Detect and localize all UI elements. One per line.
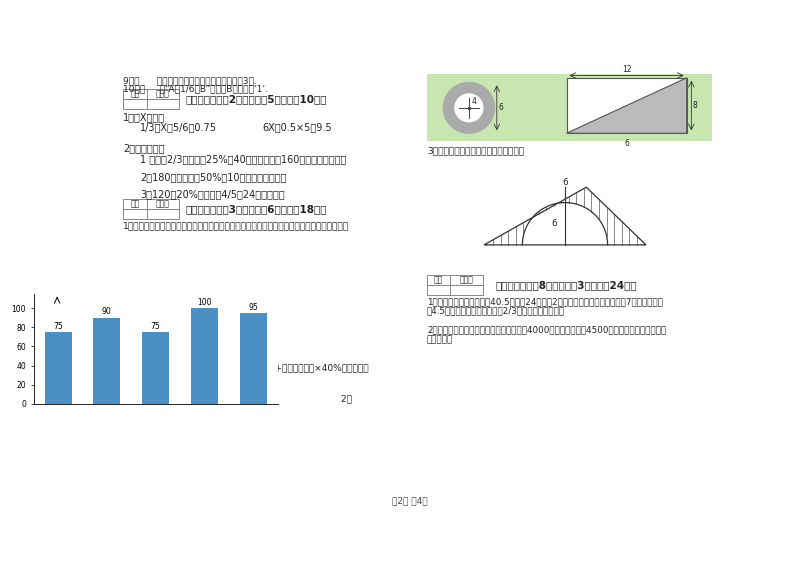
Text: 得分: 得分 [130,199,139,208]
Text: 6X－0.5×5＝9.5: 6X－0.5×5＝9.5 [262,121,332,132]
Text: 1 甲数的2/3比乙数的25%夐40，已知乙数是160，求甲数是多少？: 1 甲数的2/3比乙数的25%夐40，已知乙数是160，求甲数是多少？ [140,154,346,164]
Text: 95: 95 [248,302,258,311]
Circle shape [443,82,494,133]
Text: 6: 6 [624,140,629,149]
Bar [191,308,218,404]
Text: 五、综合题（共3小题，每题6分，共计18分）: 五、综合题（共3小题，每题6分，共计18分） [186,204,326,214]
Bar [146,208,179,219]
Text: 1、如图是王平六年级第一学期四次数学平时成绩和数学期末测试成绩统计图，请根据图填空：: 1、如图是王平六年级第一学期四次数学平时成绩和数学期末测试成绩统计图，请根据图填… [123,222,350,231]
Text: 四、计算题（共2小题，每题5分，共计10分）: 四、计算题（共2小题，每题5分，共计10分） [186,94,326,104]
Text: 2、列式计算。: 2、列式计算。 [123,144,165,153]
Text: （1）王平四次平时成绩的平均分是________分。: （1）王平四次平时成绩的平均分是________分。 [123,354,256,363]
Bar [146,89,179,99]
Bar [123,199,146,208]
Text: 1、                                                                 2、: 1、 2、 [143,394,352,403]
Text: 2、求阴影部分面积(单位：cm)。: 2、求阴影部分面积(单位：cm)。 [123,384,214,393]
Text: 第2页 兲4页: 第2页 兲4页 [392,497,428,506]
Text: 75: 75 [54,321,63,331]
Text: 评卷人: 评卷人 [156,89,170,98]
Text: 评卷人: 评卷人 [460,275,474,284]
Text: 9．（      ）底相同的圆柱的体积是圆锥体积的3倍.: 9．（ ）底相同的圆柱的体积是圆锥体积的3倍. [123,76,257,85]
Bar [427,74,712,141]
Text: 得分: 得分 [130,89,139,98]
Text: 六、应用题（共8小题，每题3分，共计24分）: 六、应用题（共8小题，每题3分，共计24分） [495,280,637,290]
Polygon shape [566,78,686,133]
Text: 6: 6 [498,103,503,112]
Bar [94,318,120,404]
Text: （2）数学学期成绩是这样算的：平时成绩的平均分×60%+期末测验成绩×40%，王平六年: （2）数学学期成绩是这样算的：平时成绩的平均分×60%+期末测验成绩×40%，王… [123,363,369,372]
Text: 2、180比一个数的50%夐10，这个数是多少？: 2、180比一个数的50%夐10，这个数是多少？ [140,172,287,182]
Text: 级第一学期的数学学期成绩是________分。: 级第一学期的数学学期成绩是________分。 [123,373,240,382]
Text: 8: 8 [693,101,698,110]
Circle shape [455,94,483,121]
Bar [123,99,146,108]
Bar [566,78,686,133]
Text: 评卷人: 评卷人 [156,199,170,208]
Text: 4: 4 [471,97,476,106]
Text: 100: 100 [197,298,212,307]
Text: 3、求阴影部分的面积（单位：厘米）。: 3、求阴影部分的面积（单位：厘米）。 [427,146,524,155]
Text: 1、一个建筑队挖地基，镵40.5米，刷24米，深2米，挖出的土平均每立方米重7吸，如果用载: 1、一个建筑队挖地基，镵40.5米，刷24米，深2米，挖出的土平均每立方米重7吸… [427,297,663,306]
Text: 1/3，X＝5/6，0.75: 1/3，X＝5/6，0.75 [140,121,218,132]
Bar [142,332,169,404]
Text: 90: 90 [102,307,112,316]
Text: 重4.5吨的一辆汽车把这些土的2/3运走，需运多少次？: 重4.5吨的一辆汽车把这些土的2/3运走，需运多少次？ [427,306,565,315]
Bar [123,89,146,99]
Bar [146,199,179,208]
Text: 10．（     ）“A的1/6是B”，是把B看作单位‘1’.: 10．（ ）“A的1/6是B”，是把B看作单位‘1’. [123,85,268,94]
Text: 3、120的20%比某数的4/5少24，求某数？: 3、120的20%比某数的4/5少24，求某数？ [140,189,285,199]
Text: 1、求X的值。: 1、求X的值。 [123,112,166,123]
Text: 12: 12 [622,65,631,74]
Bar [450,275,483,285]
Text: 百分之几？: 百分之几？ [427,335,454,344]
Text: 2、红光小学特生向灶区捐款，第一次捐款4000元，第二次捐款4500元，第一次比第二次少捐: 2、红光小学特生向灶区捐款，第一次捐款4000元，第二次捐款4500元，第一次比… [427,326,666,334]
Text: 75: 75 [150,321,161,331]
Bar [240,313,266,404]
Bar [45,332,71,404]
Text: 得分: 得分 [434,275,443,284]
Bar [450,285,483,295]
Bar [427,275,450,285]
Bar [146,99,179,108]
Text: 6: 6 [551,219,558,228]
Text: 6: 6 [562,178,568,187]
Bar [123,208,146,219]
Bar [427,285,450,295]
